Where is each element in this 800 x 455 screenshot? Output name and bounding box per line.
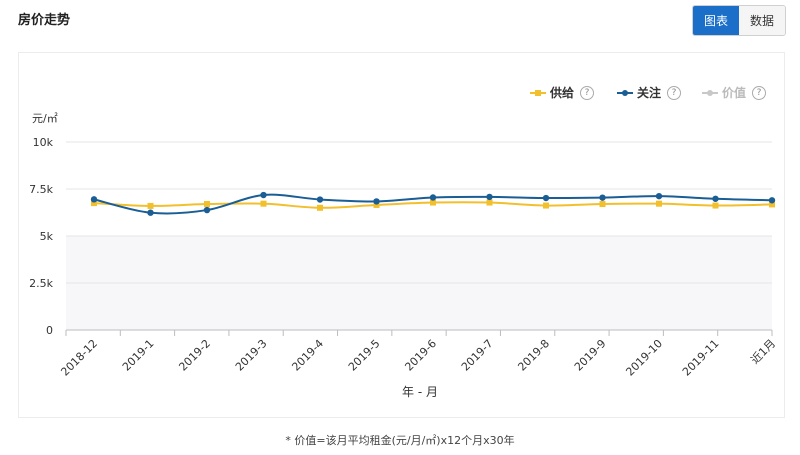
y-tick-label: 10k [33, 136, 54, 149]
data-point[interactable] [147, 209, 154, 216]
data-point[interactable] [486, 193, 493, 201]
supply-legend-marker [530, 89, 546, 96]
view-toggle: 图表 数据 [692, 5, 786, 36]
y-axis-unit: 元/㎡ [32, 112, 58, 125]
y-tick-label: 0 [46, 324, 53, 337]
data-point[interactable] [543, 202, 549, 209]
legend-item-attention[interactable]: 关注 ? [617, 84, 682, 101]
data-point[interactable] [599, 194, 606, 201]
x-tick-label: 近1月 [748, 337, 778, 367]
data-point[interactable] [260, 191, 267, 199]
data-point[interactable] [655, 192, 663, 200]
x-tick-label: 2019-4 [289, 337, 326, 374]
value-legend-marker [702, 89, 718, 96]
data-point[interactable] [542, 194, 550, 202]
attention-legend-marker [617, 89, 633, 96]
data-point[interactable] [90, 196, 98, 203]
data-point[interactable] [599, 201, 606, 208]
supply-help-icon[interactable]: ? [580, 85, 595, 100]
attention-help-icon[interactable]: ? [667, 85, 682, 100]
y-tick-label: 5k [40, 230, 54, 243]
data-point[interactable] [768, 197, 776, 204]
page-title: 房价走势 [18, 13, 71, 28]
x-tick-label: 2019-11 [680, 337, 722, 379]
data-point[interactable] [204, 201, 210, 208]
x-axis-label: 年 - 月 [402, 385, 438, 399]
supply-legend-label: 供给 [550, 86, 575, 100]
data-point[interactable] [317, 204, 323, 211]
value-legend-label: 价值 [722, 86, 747, 100]
data-point[interactable] [429, 194, 437, 201]
data-point[interactable] [147, 202, 154, 209]
data-point[interactable] [769, 201, 775, 208]
data-view-button[interactable]: 数据 [739, 6, 785, 35]
data-point[interactable] [373, 201, 380, 208]
value-help-icon[interactable]: ? [752, 85, 767, 100]
x-tick-label: 2019-3 [233, 337, 270, 374]
data-point[interactable] [373, 198, 380, 205]
data-point[interactable] [712, 195, 719, 202]
data-point[interactable] [260, 200, 267, 207]
data-point[interactable] [91, 200, 97, 207]
attention-legend-label: 关注 [637, 86, 662, 100]
x-tick-label: 2019-5 [346, 337, 383, 374]
x-tick-label: 2018-12 [58, 337, 100, 379]
x-tick-label: 2019-1 [120, 337, 157, 374]
y-tick-label: 7.5k [29, 183, 53, 196]
x-tick-label: 2019-7 [459, 337, 496, 374]
data-point[interactable] [316, 196, 324, 203]
legend-item-supply[interactable]: 供给 ? [530, 84, 595, 101]
data-point[interactable] [656, 200, 662, 207]
data-point[interactable] [712, 202, 719, 209]
x-tick-label: 2019-8 [515, 337, 552, 374]
data-point[interactable] [430, 199, 436, 206]
data-point[interactable] [203, 206, 211, 214]
legend-item-value[interactable]: 价值 ? [702, 84, 767, 101]
data-point[interactable] [486, 199, 493, 206]
y-tick-label: 2.5k [29, 277, 53, 290]
x-tick-label: 2019-10 [623, 337, 665, 379]
chart-view-button[interactable]: 图表 [693, 6, 739, 35]
footnote: * 价值=该月平均租金(元/月/㎡)x12个月x30年 [285, 434, 515, 447]
chart-card [18, 52, 785, 418]
x-tick-label: 2019-2 [176, 337, 213, 374]
x-tick-label: 2019-9 [572, 337, 609, 374]
x-tick-label: 2019-6 [402, 337, 439, 374]
